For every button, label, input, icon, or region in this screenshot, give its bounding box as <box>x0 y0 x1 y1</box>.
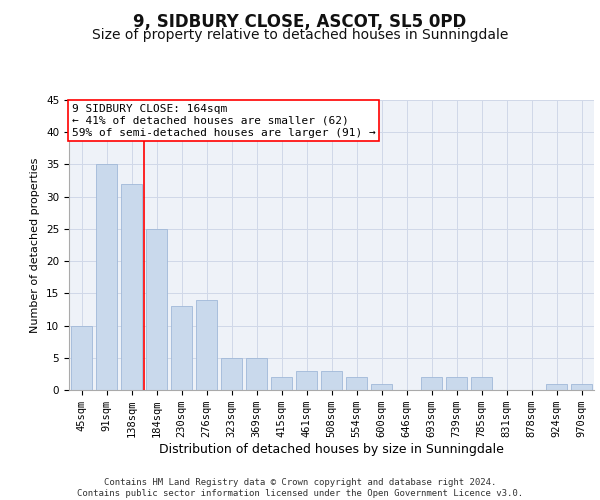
Bar <box>246 358 267 390</box>
Bar <box>296 370 317 390</box>
Bar <box>71 326 92 390</box>
Bar <box>321 370 342 390</box>
Bar <box>471 377 492 390</box>
Bar <box>371 384 392 390</box>
Bar <box>171 306 192 390</box>
Bar <box>546 384 567 390</box>
Bar <box>96 164 117 390</box>
Text: 9 SIDBURY CLOSE: 164sqm
← 41% of detached houses are smaller (62)
59% of semi-de: 9 SIDBURY CLOSE: 164sqm ← 41% of detache… <box>71 104 376 138</box>
Bar <box>446 377 467 390</box>
Bar <box>196 300 217 390</box>
X-axis label: Distribution of detached houses by size in Sunningdale: Distribution of detached houses by size … <box>159 443 504 456</box>
Y-axis label: Number of detached properties: Number of detached properties <box>31 158 40 332</box>
Text: 9, SIDBURY CLOSE, ASCOT, SL5 0PD: 9, SIDBURY CLOSE, ASCOT, SL5 0PD <box>133 12 467 30</box>
Text: Size of property relative to detached houses in Sunningdale: Size of property relative to detached ho… <box>92 28 508 42</box>
Bar <box>571 384 592 390</box>
Bar <box>346 377 367 390</box>
Bar <box>421 377 442 390</box>
Bar <box>271 377 292 390</box>
Bar <box>146 229 167 390</box>
Text: Contains HM Land Registry data © Crown copyright and database right 2024.
Contai: Contains HM Land Registry data © Crown c… <box>77 478 523 498</box>
Bar <box>121 184 142 390</box>
Bar <box>221 358 242 390</box>
